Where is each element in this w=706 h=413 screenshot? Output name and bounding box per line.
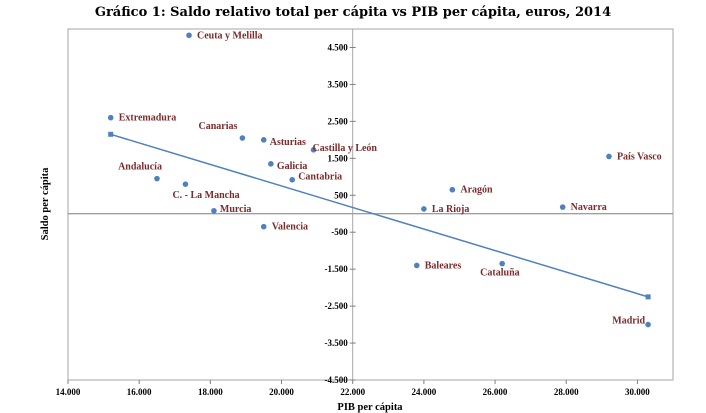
data-label: Ceuta y Melilla — [197, 30, 263, 41]
data-point — [421, 206, 427, 212]
data-point — [260, 137, 267, 143]
data-label: Asturias — [270, 137, 306, 148]
data-label: Canarias — [198, 121, 237, 132]
data-label: Aragón — [460, 185, 493, 196]
y-tick-label: 2.500 — [327, 116, 348, 126]
y-tick-label: -1.500 — [324, 264, 348, 274]
x-tick-label: 28.000 — [554, 387, 579, 397]
data-points — [107, 32, 651, 328]
data-label: Murcia — [220, 204, 251, 215]
y-tick-label: -500 — [331, 227, 348, 237]
x-tick-label: 24.000 — [412, 387, 437, 397]
y-tick-label: -4.500 — [324, 375, 348, 385]
data-point — [645, 321, 651, 328]
x-tick-label: 20.000 — [269, 387, 294, 397]
data-label: Valencia — [272, 222, 308, 233]
data-label: Castilla y León — [313, 143, 378, 154]
x-tick-label: 16.000 — [127, 387, 152, 397]
data-point — [154, 175, 160, 182]
data-point — [606, 153, 612, 160]
data-point — [499, 260, 505, 267]
trendline-group — [108, 131, 651, 300]
y-axis-ticks: 4.500 3.500 2.500 1.500 500 -500 -1.500 -2.500 -… — [324, 42, 356, 385]
trendline-endpoint — [108, 131, 114, 137]
x-axis-ticks: 14.000 16.000 18.000 20.000 22.000 24.000 26.0… — [56, 380, 650, 397]
trendline — [110, 133, 649, 298]
data-label: Madrid — [612, 316, 645, 327]
data-point — [182, 181, 189, 187]
data-point — [289, 176, 296, 183]
data-label: País Vasco — [617, 151, 662, 162]
y-tick-label: 4.500 — [327, 42, 348, 52]
data-label: Extremadura — [119, 113, 177, 124]
data-labels: Ceuta y Melilla Extremadura Canarias Asturi… — [118, 30, 662, 326]
data-label: Galicia — [277, 161, 308, 172]
y-tick-label: 1.500 — [327, 153, 348, 163]
reference-lines — [68, 29, 673, 380]
data-point — [260, 223, 267, 230]
data-label: C. - La Mancha — [172, 190, 239, 201]
y-tick-label: -3.500 — [324, 338, 348, 348]
x-tick-label: 30.000 — [625, 387, 650, 397]
x-axis-label: PIB per cápita — [337, 402, 403, 413]
data-point — [268, 161, 274, 167]
data-point — [239, 135, 246, 141]
chart-title: Gráfico 1: Saldo relativo total per cápi… — [95, 5, 611, 20]
trendline-endpoint — [645, 294, 651, 300]
data-point — [449, 186, 456, 193]
y-tick-label: 500 — [334, 190, 348, 200]
x-tick-label: 26.000 — [483, 387, 508, 397]
plot-area-frame — [67, 28, 674, 381]
x-tick-label: 14.000 — [56, 387, 81, 397]
data-point — [559, 204, 566, 210]
x-tick-label: 22.000 — [340, 387, 365, 397]
data-label: La Rioja — [432, 204, 470, 215]
data-point — [107, 114, 114, 121]
data-label: Cataluña — [480, 268, 519, 279]
data-point — [186, 32, 192, 39]
data-label: Baleares — [425, 260, 462, 271]
data-point — [310, 147, 317, 153]
data-point — [413, 262, 420, 269]
y-tick-label: -2.500 — [324, 301, 348, 311]
y-axis-label: Saldo per cápita — [40, 167, 51, 240]
x-tick-label: 18.000 — [198, 387, 223, 397]
data-label: Navarra — [571, 202, 607, 213]
data-label: Andalucía — [118, 162, 162, 173]
data-point — [211, 207, 217, 214]
y-tick-label: 3.500 — [327, 79, 348, 89]
data-label: Cantabria — [298, 172, 342, 183]
